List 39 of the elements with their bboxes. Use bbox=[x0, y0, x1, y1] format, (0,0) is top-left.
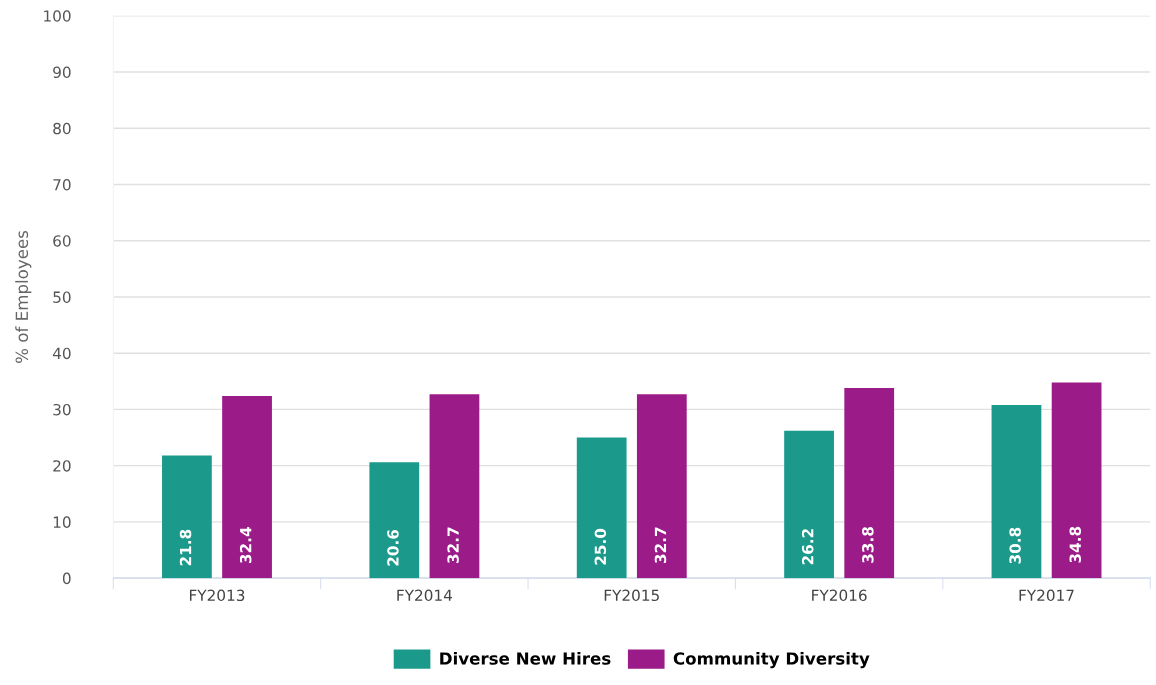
y-tick-label: 90 bbox=[53, 66, 71, 79]
y-tick-label: 80 bbox=[53, 122, 71, 135]
y-tick-label: 50 bbox=[53, 291, 71, 303]
data-label: 34.8 bbox=[1069, 526, 1082, 563]
data-label: 32.4 bbox=[239, 527, 252, 564]
bar bbox=[991, 404, 1042, 579]
y-tick-label: 10 bbox=[53, 516, 71, 528]
bar bbox=[222, 395, 272, 579]
x-tick-label: FY2016 bbox=[812, 589, 867, 602]
legend-label: Diverse New Hires bbox=[440, 651, 611, 665]
bar bbox=[162, 455, 212, 579]
y-axis-title: % of Employees bbox=[15, 230, 32, 363]
data-label: 25.0 bbox=[594, 528, 607, 565]
legend-label: Community Diversity bbox=[673, 651, 870, 669]
x-tick-label: FY2015 bbox=[604, 589, 659, 602]
data-label: 21.8 bbox=[179, 529, 192, 566]
data-label: 32.7 bbox=[654, 527, 667, 564]
bar bbox=[784, 430, 834, 579]
data-label: 33.8 bbox=[862, 527, 874, 563]
data-label: 32.7 bbox=[447, 527, 459, 564]
y-tick-label: 60 bbox=[53, 235, 71, 247]
bar bbox=[576, 437, 627, 579]
bar bbox=[429, 394, 480, 579]
x-tick-label: FY2017 bbox=[1019, 589, 1074, 602]
y-tick-label: 0 bbox=[62, 572, 71, 585]
y-tick-label: 30 bbox=[53, 403, 71, 416]
y-tick-label: 40 bbox=[52, 347, 71, 360]
data-label: 26.2 bbox=[801, 529, 814, 565]
x-tick-label: FY2013 bbox=[189, 589, 245, 602]
data-label: 20.6 bbox=[387, 529, 399, 566]
y-tick-label: 70 bbox=[53, 178, 71, 191]
bar bbox=[636, 394, 687, 579]
y-tick-label: 100 bbox=[44, 10, 71, 22]
bar bbox=[369, 462, 420, 579]
bar bbox=[1051, 382, 1102, 579]
data-label: 30.8 bbox=[1009, 527, 1021, 564]
x-tick-label: FY2014 bbox=[397, 589, 453, 602]
y-tick-label: 20 bbox=[53, 460, 71, 472]
bar bbox=[844, 388, 895, 579]
